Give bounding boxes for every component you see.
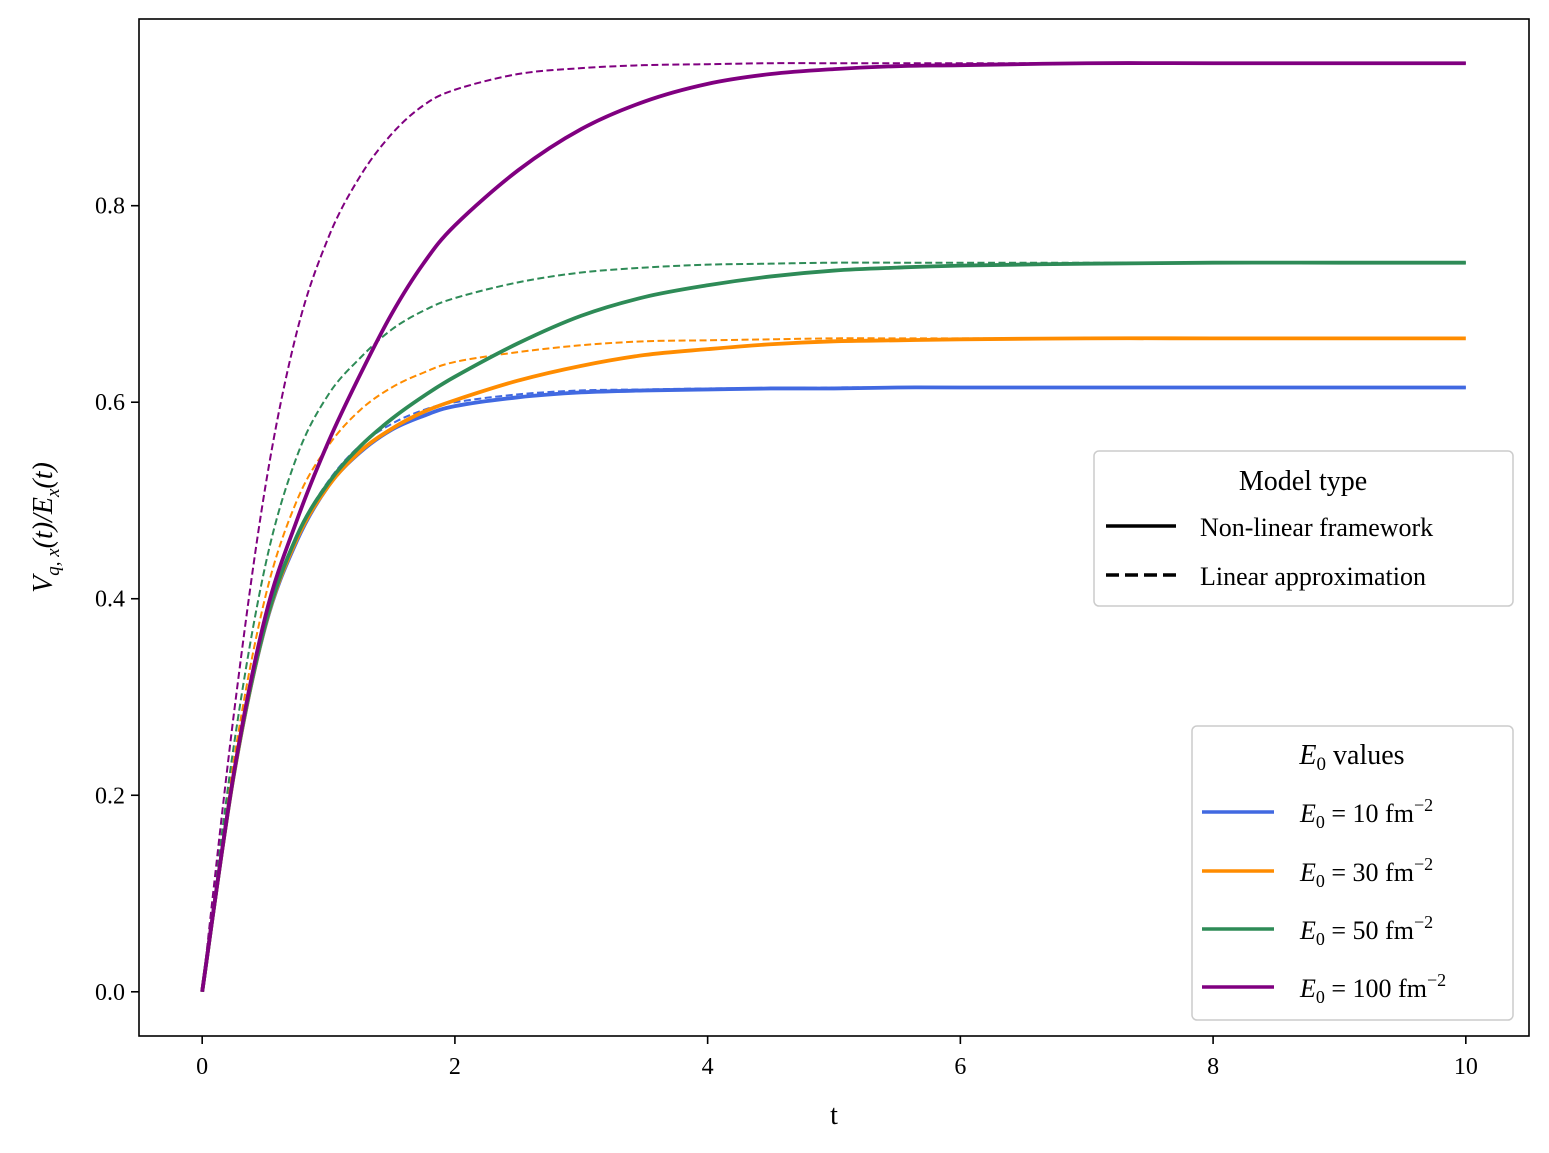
y-tick-label: 0.2 (95, 783, 125, 809)
y-label-main2: E (28, 497, 59, 515)
y-tick-label: 0.8 (95, 194, 125, 220)
y-axis-ticks: 0.0 0.2 0.4 0.6 0.8 (95, 194, 139, 1006)
y-label-main: V (28, 573, 59, 593)
y-tick-label: 0.6 (95, 390, 125, 416)
legend-label-e0-10: E0 = 10 fm−2 (1299, 795, 1433, 832)
y-axis-label: Vq, x(t)/Ex(t) (28, 462, 64, 593)
legend-label: Linear approximation (1200, 562, 1426, 591)
legend-e0-values: E0 values E0 = 10 fm−2 E0 = 30 fm−2 E0 =… (1191, 725, 1514, 1021)
x-tick-label: 8 (1207, 1054, 1219, 1080)
legend-title: Model type (1239, 466, 1367, 497)
legend-label-e0-30: E0 = 30 fm−2 (1299, 854, 1433, 891)
y-tick-label: 0.4 (95, 587, 125, 613)
x-tick-label: 6 (954, 1054, 966, 1080)
legend-model-type: Model type Non-linear framework Linear a… (1093, 450, 1514, 607)
x-axis-label: t (830, 1100, 838, 1131)
x-tick-label: 10 (1454, 1054, 1478, 1080)
x-tick-label: 4 (702, 1054, 714, 1080)
legend-frame (1093, 450, 1514, 607)
series-layer (200, 61, 1466, 993)
y-label-sub: q, x (43, 548, 64, 576)
series-line-e0-100-non-linear (200, 61, 1466, 993)
x-axis-ticks: 0 2 4 6 8 10 (196, 1036, 1478, 1080)
plot-area: 0 2 4 6 8 10 0.0 0.2 0.4 0.6 0.8 (95, 18, 1530, 1080)
y-label-sub2: x (43, 488, 64, 498)
y-tick-label: 0.0 (95, 980, 125, 1006)
legend-frame (1191, 725, 1514, 1021)
x-tick-label: 2 (449, 1054, 461, 1080)
legend-label-e0-50: E0 = 50 fm−2 (1299, 912, 1433, 949)
legend-label: Non-linear framework (1200, 513, 1433, 542)
y-label-tail: (t) (28, 462, 59, 488)
legend-label-e0-100: E0 = 100 fm−2 (1299, 970, 1446, 1007)
legend-title: E0 values (1298, 740, 1404, 775)
series-line-e0-50-non-linear (200, 260, 1466, 993)
y-label-mid: (t)/ (28, 512, 59, 548)
x-tick-label: 0 (196, 1054, 208, 1080)
axes-frame (138, 18, 1530, 1037)
